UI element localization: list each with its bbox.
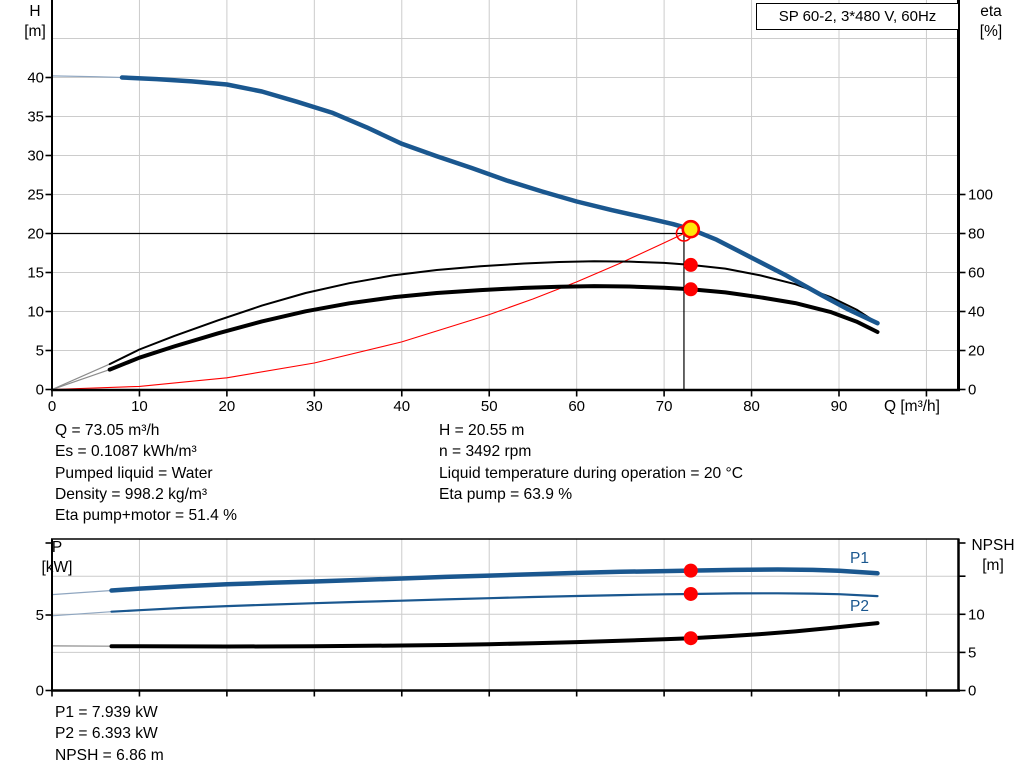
info-line: P2 = 6.393 kW: [55, 725, 158, 743]
info-line: Eta pump+motor = 51.4 %: [55, 507, 238, 525]
power-npsh-info: P1 = 7.939 kW P2 = 6.393 kW NPSH = 6.86 m: [55, 702, 164, 766]
eta-pump-motor-curve-thin: [51, 369, 111, 391]
p2-curve-label: P2: [850, 598, 869, 615]
eta-tick-label: 20: [968, 343, 985, 360]
h-tick-label: 5: [36, 343, 44, 360]
q-tick-label: 30: [306, 398, 323, 415]
eta-tick-label: 40: [968, 304, 985, 321]
info-line: Eta pump = 63.9 %: [439, 485, 573, 503]
head-curve-thin: [51, 75, 123, 79]
h-tick-label: 0: [36, 382, 44, 399]
q-tick-label: 40: [393, 398, 410, 415]
eta-tick-label: 0: [968, 382, 976, 399]
p1-curve-label: P1: [850, 550, 869, 567]
npsh-tick-label: 10: [968, 607, 985, 624]
system-curve: [51, 228, 692, 391]
h-axis-title: H [m]: [24, 3, 46, 40]
duty-info-right: H = 20.55 m n = 3492 rpm Liquid temperatur…: [439, 420, 743, 505]
npsh-tick-label: 5: [968, 645, 976, 662]
h-tick-label: 10: [27, 304, 44, 321]
h-tick-label: 30: [27, 148, 44, 165]
eta-pump-curve-thin: [51, 363, 111, 391]
eta-tick-label: 60: [968, 265, 985, 282]
eta-axis-title: eta [%]: [979, 3, 1003, 40]
h-tick-label: 15: [27, 265, 44, 282]
npsh-curve: [109, 621, 880, 649]
p2-curve: [110, 592, 879, 613]
p-axis-title: P [kW]: [41, 539, 73, 576]
eta-tick-label: 100: [968, 187, 993, 204]
p-tick-label: 0: [36, 683, 44, 700]
duty-point: [681, 219, 701, 239]
q-axis-title: Q [m³/h]: [884, 398, 940, 415]
pump-title-box: SP 60-2, 3*480 V, 60Hz: [756, 3, 959, 30]
p1-curve-thin: [51, 589, 113, 596]
info-line: Es = 0.1087 kWh/m³: [55, 443, 197, 461]
npsh-tick-label: 0: [968, 683, 976, 700]
q-tick-label: 50: [481, 398, 498, 415]
info-line: Liquid temperature during operation = 20…: [439, 464, 744, 482]
p-tick-label: 5: [36, 607, 44, 624]
npsh-axis-title: NPSH [m]: [971, 537, 1015, 574]
info-line: P1 = 7.939 kW: [55, 704, 158, 721]
eta-pump-curve: [108, 260, 879, 366]
h-tick-label: 35: [27, 109, 44, 126]
eta-pump-point: [683, 257, 698, 272]
duty-info-left: Q = 73.05 m³/h Es = 0.1087 kWh/m³ Pumped l…: [55, 420, 237, 526]
p1-point: [683, 563, 698, 578]
h-tick-label: 20: [27, 226, 44, 243]
info-line: Density = 998.2 kg/m³: [55, 485, 208, 503]
q-tick-label: 60: [568, 398, 585, 415]
q-tick-label: 20: [219, 398, 236, 415]
q-tick-label: 80: [743, 398, 760, 415]
npsh-point: [683, 631, 698, 646]
q-tick-label: 70: [656, 398, 673, 415]
info-line: n = 3492 rpm: [439, 443, 532, 461]
info-line: Q = 73.05 m³/h: [55, 422, 160, 439]
p2-point: [683, 586, 698, 601]
q-tick-label: 0: [48, 398, 56, 415]
info-line: H = 20.55 m: [439, 422, 525, 439]
p2-curve-thin: [51, 611, 113, 617]
info-line: NPSH = 6.86 m: [55, 746, 164, 764]
h-tick-label: 25: [27, 187, 44, 204]
info-line: Pumped liquid = Water: [55, 464, 213, 482]
pump-title: SP 60-2, 3*480 V, 60Hz: [778, 8, 937, 25]
head-curve: [119, 75, 880, 326]
q-tick-label: 90: [831, 398, 848, 415]
p1-curve: [109, 567, 880, 593]
q-tick-label: 10: [131, 398, 148, 415]
eta-pump-motor-curve: [107, 284, 880, 372]
h-tick-label: 40: [27, 70, 44, 87]
eta-pump-motor-point: [683, 282, 698, 297]
eta-tick-label: 80: [968, 226, 985, 243]
